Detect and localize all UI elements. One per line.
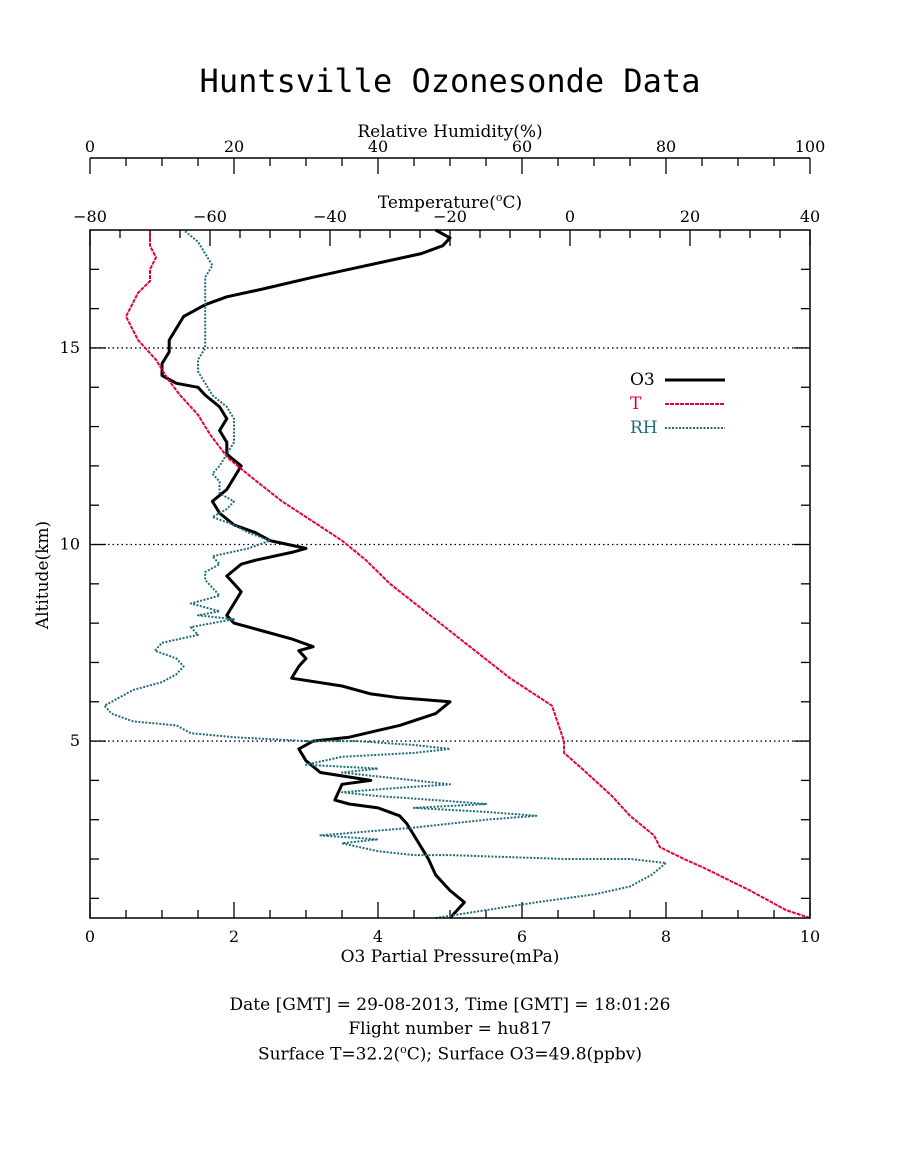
y-tick-label: 10 (60, 535, 80, 554)
altitude-axis-title: Altitude(km) (33, 521, 53, 630)
temperature-tick-label: 20 (680, 207, 700, 226)
rh-tick-label: 20 (224, 137, 244, 156)
o3-tick-label: 6 (517, 927, 527, 946)
temperature-tick-label: −40 (313, 207, 347, 226)
o3-tick-label: 0 (85, 927, 95, 946)
chart-title: Huntsville Ozonesonde Data (200, 62, 701, 100)
legend: O3 T RH (630, 370, 725, 438)
rh-tick-label: 80 (656, 137, 676, 156)
o3-tick-label: 4 (373, 927, 383, 946)
plot-frame (89, 229, 811, 919)
footer-surface-values: Surface T=32.2(oC); Surface O3=49.8(ppbv… (0, 1043, 900, 1065)
temperature-tick-label: 40 (800, 207, 820, 226)
rh-tick-label: 40 (368, 137, 388, 156)
series-line-t (125, 230, 811, 919)
legend-label-rh: RH (630, 418, 658, 438)
series-line-o3 (160, 228, 466, 920)
y-tick-label: 15 (60, 338, 80, 357)
temperature-tick-label: −80 (73, 207, 107, 226)
data-series (103, 228, 811, 920)
temperature-tick-label: −60 (193, 207, 227, 226)
y-tick-label: 5 (70, 731, 80, 750)
footer-date-time: Date [GMT] = 29-08-2013, Time [GMT] = 18… (229, 995, 671, 1015)
reference-lines (90, 347, 810, 742)
axis-tick-labels: 5 10 15 0 2 4 6 8 10 −80 −60 −40 −20 0 20 40 0 20 40 60 80 10… (60, 137, 826, 946)
rh-axis-title: Relative Humidity(%) (357, 122, 542, 142)
o3-tick-label: 2 (229, 927, 239, 946)
series-line-rh (103, 229, 667, 919)
rh-tick-label: 0 (85, 137, 95, 156)
temperature-tick-label: −20 (433, 207, 467, 226)
surface-temperature-text: Surface T=32.2( (257, 1044, 401, 1065)
footer-flight-number: Flight number = hu817 (348, 1019, 552, 1039)
rh-tick-label: 100 (795, 137, 826, 156)
legend-label-t: T (630, 394, 642, 414)
temperature-axis-title: Temperature(oC) (378, 191, 522, 213)
surface-o3-text: C); Surface O3=49.8(ppbv) (406, 1044, 643, 1065)
o3-tick-label: 10 (800, 927, 820, 946)
axis-ticks (89, 158, 811, 918)
rh-tick-label: 60 (512, 137, 532, 156)
o3-tick-label: 8 (661, 927, 671, 946)
legend-label-o3: O3 (630, 370, 655, 390)
o3-axis-title: O3 Partial Pressure(mPa) (341, 947, 560, 967)
degree-superscript: o (400, 1043, 407, 1056)
temperature-tick-label: 0 (565, 207, 575, 226)
